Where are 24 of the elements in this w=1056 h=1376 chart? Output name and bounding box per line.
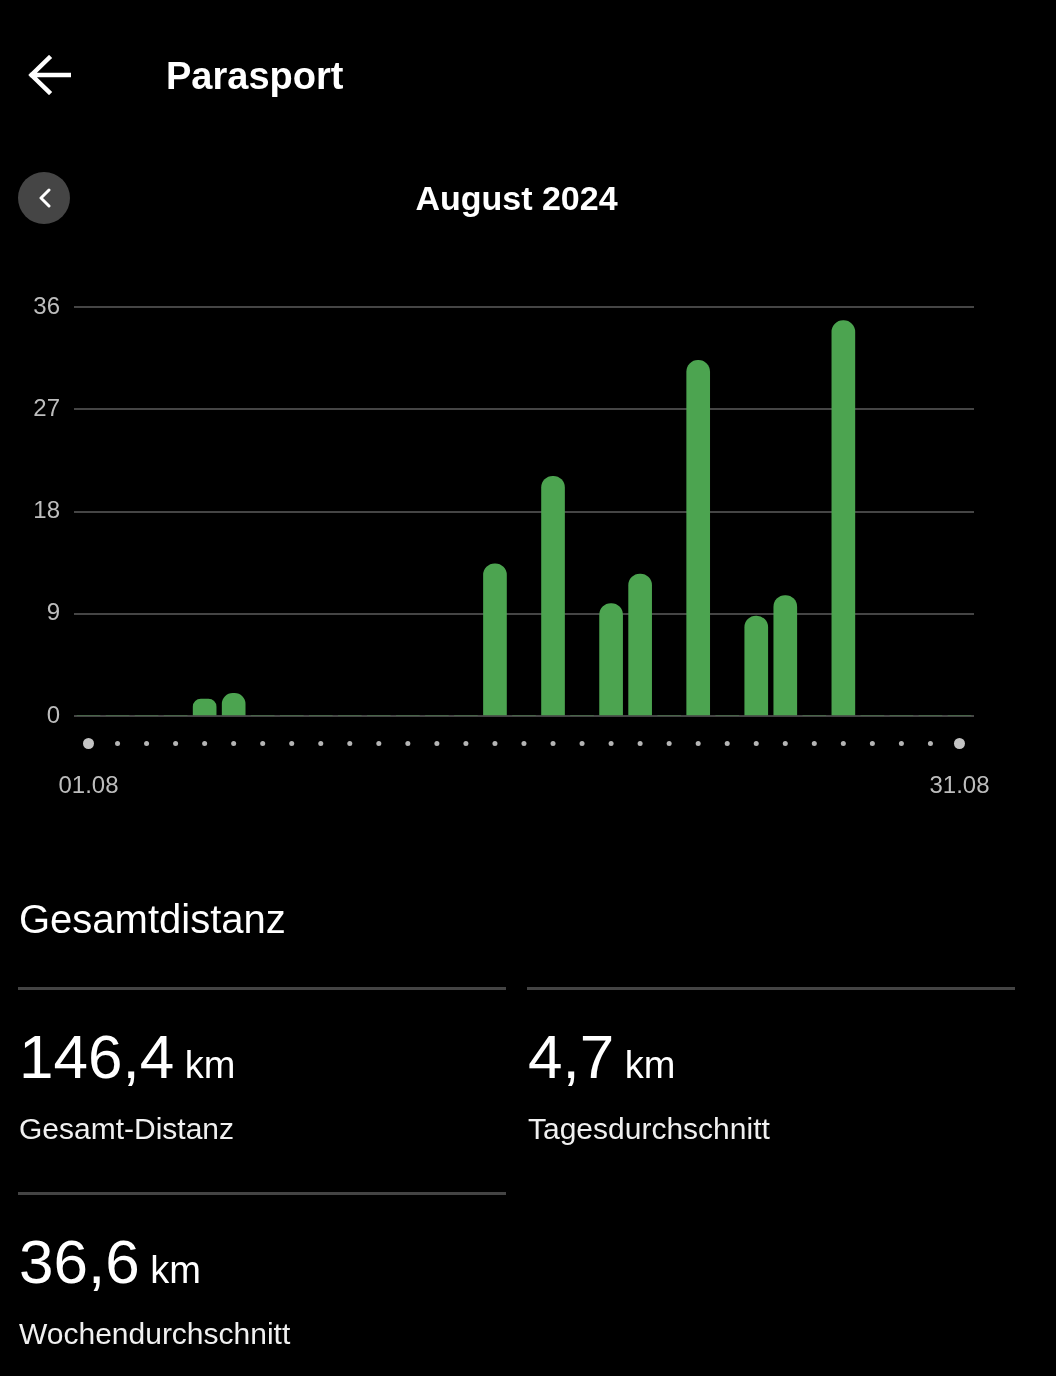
bar (599, 603, 623, 716)
chart-title: Parasport (166, 55, 344, 97)
x-tick-label: 01.08 (58, 771, 119, 799)
bar (744, 615, 769, 716)
bar (686, 360, 711, 716)
text: Wochendurchschnitt (19, 1317, 291, 1350)
bar (831, 320, 856, 716)
bar (483, 563, 507, 716)
text: Gesamtdistanz (19, 897, 286, 941)
text: 146,4 km (19, 1022, 236, 1091)
y-tick-label: 27 (33, 393, 60, 421)
text: 4,7 km (528, 1022, 676, 1091)
text: Tagesdurchschnitt (528, 1112, 770, 1145)
bar (628, 573, 652, 716)
bar (773, 595, 798, 716)
x-tick-label: 31.08 (929, 771, 990, 799)
text: 36,6 km (19, 1227, 201, 1296)
y-tick-label: 0 (46, 700, 60, 728)
text: Gesamt-Distanz (19, 1112, 235, 1145)
bar (541, 475, 565, 716)
y-tick-label: 18 (33, 496, 60, 524)
y-tick-label: 9 (46, 598, 60, 626)
y-tick-label: 36 (33, 291, 60, 319)
chart-subtitle: August 2024 (414, 179, 619, 217)
